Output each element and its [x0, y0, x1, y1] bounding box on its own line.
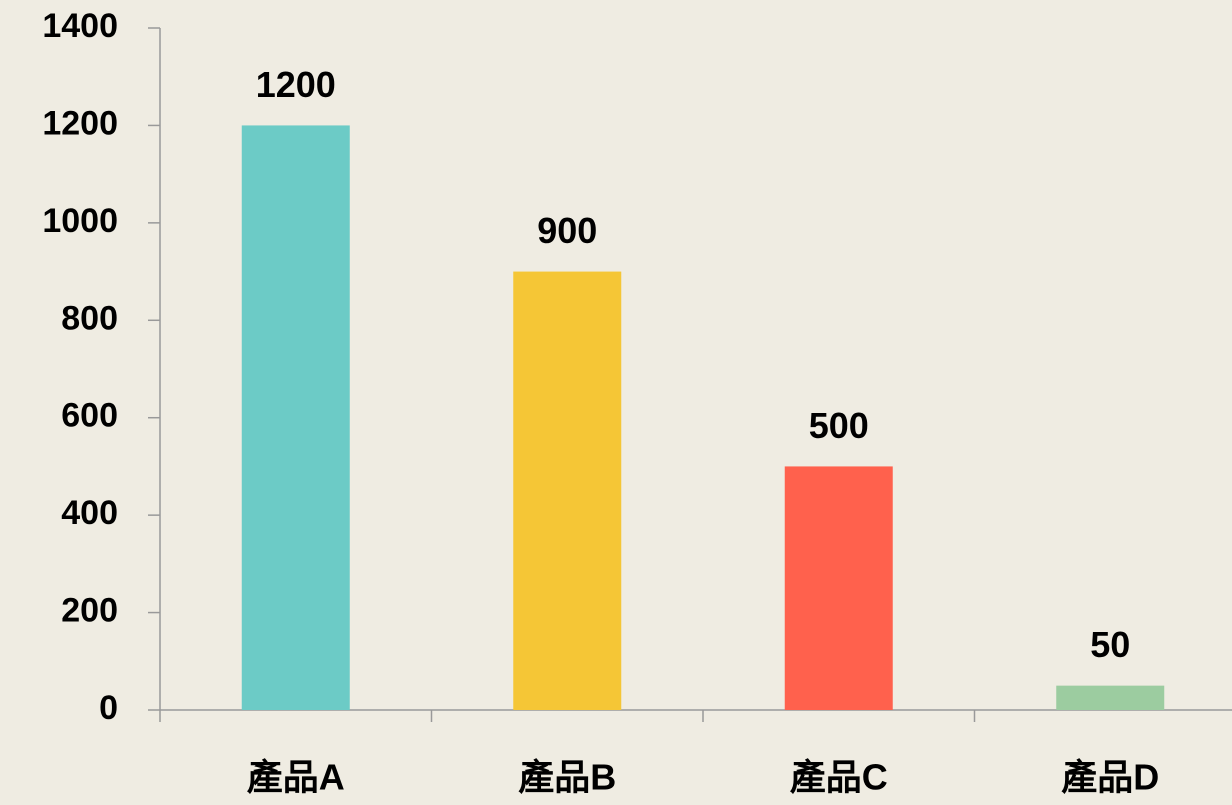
x-tick-label: 產品B — [518, 757, 616, 798]
y-tick-label: 600 — [61, 397, 118, 435]
y-tick-label: 1200 — [42, 104, 118, 142]
x-tick-label: 產品C — [790, 757, 888, 798]
x-tick-label: 產品A — [247, 757, 345, 798]
y-tick-label: 200 — [61, 592, 118, 630]
bar — [1056, 685, 1165, 710]
bar — [784, 466, 893, 710]
y-tick-label: 1000 — [42, 202, 118, 240]
y-tick-label: 0 — [99, 689, 118, 727]
data-label: 50 — [1090, 624, 1130, 665]
bar — [241, 125, 350, 710]
y-tick-label: 1400 — [42, 7, 118, 45]
x-tick-label: 產品D — [1061, 757, 1159, 798]
y-tick-label: 800 — [61, 299, 118, 337]
y-tick-label: 400 — [61, 494, 118, 532]
bar — [513, 271, 622, 710]
data-label: 900 — [537, 210, 597, 251]
data-label: 500 — [809, 405, 869, 446]
data-label: 1200 — [256, 64, 336, 105]
